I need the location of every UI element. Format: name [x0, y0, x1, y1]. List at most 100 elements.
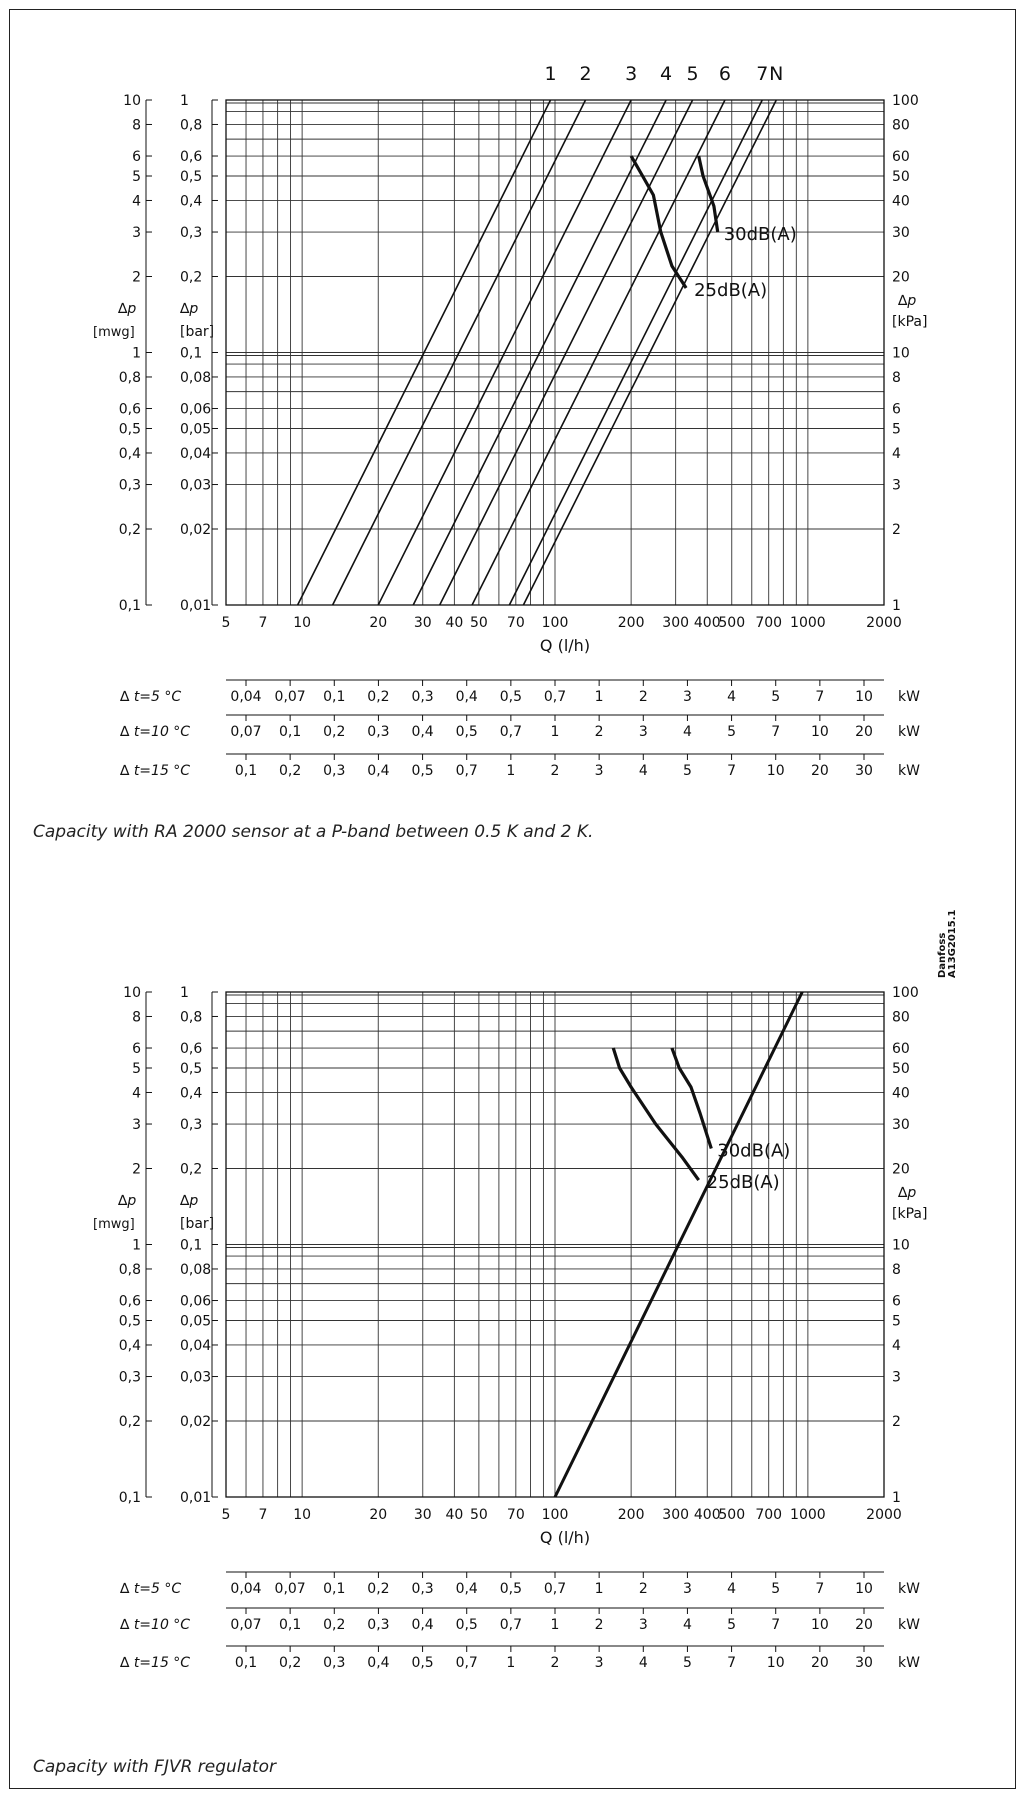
chart-caption-1: Capacity with RA 2000 sensor at a P-band…: [33, 822, 594, 842]
power-scale-tick-label: 4: [727, 1581, 736, 1597]
chart-caption-2: Capacity with FJVR regulator: [33, 1757, 277, 1777]
mwg-tick-label: 8: [132, 1009, 141, 1025]
bar-tick-label: 0,2: [180, 1161, 202, 1177]
power-scale-tick-label: 0,4: [411, 1617, 433, 1633]
noise-curve: [697, 155, 720, 233]
power-scale-tick-label: 5: [683, 763, 692, 779]
x-tick-label: 700: [755, 1507, 782, 1523]
power-scale-tick-label: 2: [595, 724, 604, 740]
power-scale-tick-label: 0,2: [279, 1655, 301, 1671]
bar-axis-symbol: ∆p: [179, 301, 198, 317]
mwg-tick-label: 0,4: [119, 1338, 141, 1354]
x-tick-label: 70: [507, 615, 525, 631]
power-scale-tick-label: 0,5: [500, 689, 522, 705]
power-scale-tick-label: 3: [595, 763, 604, 779]
kpa-tick-label: 5: [892, 422, 901, 438]
x-tick-label: 200: [618, 615, 645, 631]
x-tick-label: 2000: [866, 1507, 902, 1523]
bar-axis-symbol: ∆p: [179, 1193, 198, 1209]
power-scale-label: ∆ t=10 °C: [119, 724, 190, 740]
power-scale-tick-label: 0,04: [230, 1581, 261, 1597]
bar-tick-label: 1: [180, 93, 189, 109]
mwg-tick-label: 5: [132, 1061, 141, 1077]
bar-tick-label: 0,08: [180, 1262, 211, 1278]
series-line: [412, 99, 667, 606]
power-scale-unit: kW: [898, 1655, 920, 1671]
bar-tick-label: 1: [180, 985, 189, 1001]
bar-tick-label: 0,01: [180, 1490, 211, 1506]
mwg-tick-label: 1: [132, 346, 141, 362]
kpa-tick-label: 50: [892, 1061, 910, 1077]
power-scale-tick-label: 20: [855, 1617, 873, 1633]
power-scale-tick-label: 1: [595, 689, 604, 705]
bar-tick-label: 0,6: [180, 1041, 202, 1057]
x-tick-label: 10: [293, 615, 311, 631]
series-line: [508, 99, 763, 606]
power-scale-tick-label: 20: [811, 1655, 829, 1671]
bar-tick-label: 0,4: [180, 193, 202, 209]
power-scale-tick-label: 0,3: [411, 689, 433, 705]
mwg-tick-label: 10: [123, 93, 141, 109]
power-scale-tick-label: 0,4: [456, 1581, 478, 1597]
series-label: 2: [579, 63, 591, 85]
kpa-tick-label: 1: [892, 1490, 901, 1506]
kpa-tick-label: 4: [892, 1338, 901, 1354]
kpa-tick-label: 2: [892, 522, 901, 538]
power-scale-tick-label: 10: [855, 1581, 873, 1597]
x-tick-label: 50: [470, 1507, 488, 1523]
kpa-tick-label: 80: [892, 1009, 910, 1025]
noise-curve: [629, 155, 688, 289]
kpa-tick-label: 30: [892, 1117, 910, 1133]
series-line: [471, 99, 726, 606]
series-label: 7: [756, 63, 768, 85]
power-scale-tick-label: 0,5: [456, 724, 478, 740]
bar-tick-label: 0,06: [180, 1294, 211, 1310]
x-tick-label: 500: [718, 1507, 745, 1523]
power-scale-tick-label: 0,7: [456, 763, 478, 779]
x-tick-label: 2000: [866, 615, 902, 631]
power-scale-tick-label: 4: [639, 763, 648, 779]
bar-tick-label: 0,1: [180, 1238, 202, 1254]
kpa-axis-symbol: ∆p: [897, 1185, 916, 1201]
power-scale-tick-label: 0,2: [323, 1617, 345, 1633]
power-scale-tick-label: 3: [595, 1655, 604, 1671]
kpa-tick-label: 20: [892, 269, 910, 285]
x-axis-label: Q (l/h): [540, 636, 590, 655]
kpa-tick-label: 10: [892, 346, 910, 362]
mwg-tick-label: 1: [132, 1238, 141, 1254]
maker-mark: Danfoss A13G2015.1: [937, 910, 958, 978]
bar-tick-label: 0,08: [180, 370, 211, 386]
mwg-tick-label: 4: [132, 193, 141, 209]
mwg-axis-symbol: ∆p: [117, 1193, 136, 1209]
mwg-tick-label: 0,2: [119, 1414, 141, 1430]
power-scale-tick-label: 7: [815, 689, 824, 705]
power-scale-tick-label: 0,1: [323, 1581, 345, 1597]
power-scale-label: ∆ t=15 °C: [119, 1655, 190, 1671]
x-tick-label: 30: [414, 1507, 432, 1523]
kpa-tick-label: 80: [892, 117, 910, 133]
power-scale-tick-label: 3: [639, 1617, 648, 1633]
bar-tick-label: 0,05: [180, 422, 211, 438]
mwg-tick-label: 3: [132, 1117, 141, 1133]
power-scale-tick-label: 10: [811, 1617, 829, 1633]
x-tick-label: 20: [369, 1507, 387, 1523]
bar-tick-label: 0,2: [180, 269, 202, 285]
power-scale-unit: kW: [898, 724, 920, 740]
mwg-axis-unit: [mwg]: [93, 1217, 135, 1232]
power-scale-tick-label: 30: [855, 763, 873, 779]
x-tick-label: 300: [662, 615, 689, 631]
kpa-tick-label: 50: [892, 169, 910, 185]
x-tick-label: 20: [369, 615, 387, 631]
mwg-axis-unit: [mwg]: [93, 325, 135, 340]
power-scale-tick-label: 4: [727, 689, 736, 705]
kpa-tick-label: 3: [892, 1370, 901, 1386]
power-scale-tick-label: 5: [771, 689, 780, 705]
noise-curve: [670, 1047, 713, 1149]
mwg-tick-label: 6: [132, 1041, 141, 1057]
power-scale-tick-label: 7: [771, 1617, 780, 1633]
mwg-tick-label: 3: [132, 225, 141, 241]
kpa-tick-label: 2: [892, 1414, 901, 1430]
power-scale-tick-label: 0,1: [323, 689, 345, 705]
bar-tick-label: 0,01: [180, 598, 211, 614]
